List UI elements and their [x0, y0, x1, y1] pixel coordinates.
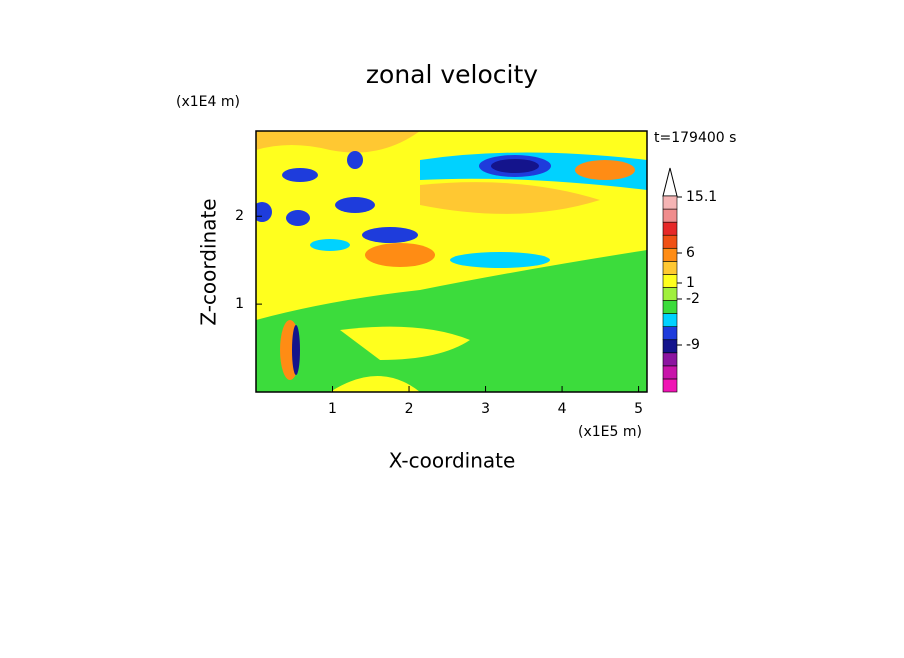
colorbar-segment	[662, 378, 678, 393]
colorbar-segment	[662, 313, 678, 327]
contour-fill	[340, 326, 470, 360]
colorbar-segment	[662, 339, 678, 354]
contour-field	[256, 131, 647, 392]
time-label: t=179400 s	[654, 130, 736, 146]
contour-fill	[450, 252, 550, 268]
contour-fill	[256, 202, 272, 222]
colorbar-segment	[662, 221, 678, 236]
contour-fill	[420, 182, 600, 214]
contour-fill	[286, 210, 310, 226]
y-axis-label: Z-coordinate	[197, 198, 221, 325]
x-tick-label: 3	[481, 401, 490, 417]
y-tick-label: 1	[235, 296, 244, 312]
x-axis-label: X-coordinate	[389, 449, 516, 473]
contour-fill	[365, 243, 435, 267]
colorbar-segment	[662, 365, 678, 380]
contour-fill	[491, 159, 539, 173]
x-tick-label: 2	[405, 401, 414, 417]
y-unit: (x1E4 m)	[176, 94, 240, 110]
contour-fill	[347, 151, 363, 169]
colorbar-segment	[662, 326, 678, 341]
colorbar-tick-label: 15.1	[686, 189, 717, 205]
colorbar-segment	[662, 274, 678, 288]
plot-frame	[255, 130, 648, 393]
colorbar-tick-label: 6	[686, 245, 695, 261]
contour-fill	[575, 160, 635, 180]
colorbar-segment	[662, 352, 678, 367]
colorbar-segment	[662, 261, 678, 275]
colorbar-tick-label: 1	[686, 275, 695, 291]
contour-fill	[256, 131, 420, 153]
chart-title: zonal velocity	[366, 60, 538, 89]
contour-fill	[310, 239, 350, 251]
contour-fill	[292, 325, 300, 375]
contour-fill	[362, 227, 418, 243]
x-unit: (x1E5 m)	[578, 424, 642, 440]
colorbar-segment	[662, 195, 678, 210]
y-tick-label: 2	[235, 208, 244, 224]
contour-fill	[282, 168, 318, 182]
colorbar-segment	[662, 234, 678, 249]
contour-fill	[335, 197, 375, 213]
colorbar-extend	[662, 167, 678, 197]
colorbar-segment	[662, 287, 678, 301]
colorbar-segment	[662, 300, 678, 314]
colorbar-tick-label: -9	[686, 337, 700, 353]
contour-fill	[256, 250, 647, 392]
colorbar-tick-label: -2	[686, 291, 700, 307]
x-tick-label: 5	[634, 401, 643, 417]
colorbar-segment	[662, 208, 678, 223]
colorbar-segment	[662, 247, 678, 262]
x-tick-label: 1	[328, 401, 337, 417]
x-tick-label: 4	[558, 401, 567, 417]
